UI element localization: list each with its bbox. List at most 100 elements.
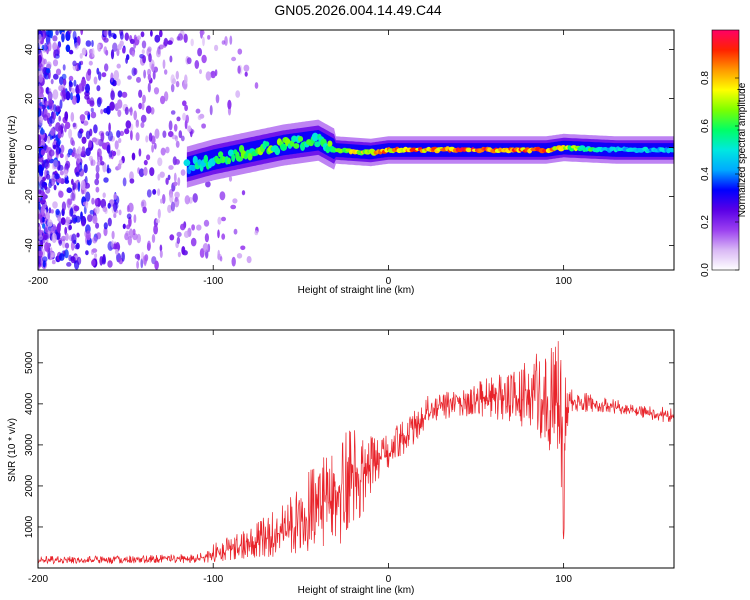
noise-speckle <box>168 131 174 138</box>
noise-speckle <box>40 110 45 117</box>
noise-speckle <box>199 69 202 75</box>
noise-speckle <box>94 138 101 146</box>
noise-speckle <box>87 214 93 223</box>
noise-speckle <box>67 198 73 206</box>
noise-speckle <box>180 223 186 231</box>
noise-speckle <box>116 78 121 86</box>
noise-speckle <box>106 144 111 154</box>
noise-speckle <box>42 260 46 268</box>
noise-speckle <box>142 255 148 265</box>
noise-speckle <box>65 160 71 169</box>
noise-speckle <box>147 240 151 251</box>
noise-speckle <box>39 179 45 190</box>
noise-speckle <box>146 189 152 198</box>
noise-speckle <box>96 97 102 108</box>
spectrogram-ridge <box>183 119 674 188</box>
noise-speckle <box>233 228 238 235</box>
noise-speckle <box>118 137 122 144</box>
noise-speckle <box>112 42 118 52</box>
noise-speckle <box>159 171 165 178</box>
noise-speckle <box>108 30 112 39</box>
noise-speckle <box>51 232 57 244</box>
ridge-core <box>247 152 253 161</box>
noise-speckle <box>66 187 73 194</box>
noise-speckle <box>45 211 50 222</box>
noise-speckle <box>174 159 180 165</box>
noise-speckle <box>48 207 52 214</box>
noise-speckle <box>71 95 78 105</box>
noise-speckle <box>91 259 96 267</box>
x-tick-label: 100 <box>555 276 572 287</box>
colorbar-label: Normalized spectral amplitude <box>737 82 748 217</box>
noise-speckle <box>56 223 61 233</box>
noise-speckle <box>131 152 136 161</box>
noise-speckle <box>173 123 178 132</box>
noise-speckle <box>183 33 188 43</box>
noise-speckle <box>219 255 223 262</box>
noise-speckle <box>151 63 155 72</box>
noise-speckle <box>152 70 156 80</box>
noise-speckle <box>42 114 49 121</box>
ridge-core <box>236 156 243 162</box>
noise-speckle <box>143 166 148 176</box>
noise-speckle <box>163 37 168 47</box>
x-tick-label: -100 <box>203 276 223 287</box>
noise-speckle <box>38 189 42 195</box>
noise-speckle <box>140 258 144 269</box>
noise-speckle <box>54 173 60 180</box>
noise-speckle <box>215 94 220 104</box>
noise-speckle <box>117 109 122 118</box>
noise-speckle <box>59 253 65 261</box>
noise-speckle <box>92 215 98 224</box>
noise-speckle <box>38 33 42 42</box>
noise-speckle <box>65 233 69 241</box>
noise-speckle <box>205 71 212 81</box>
noise-speckle <box>230 204 237 210</box>
noise-speckle <box>178 130 183 139</box>
noise-speckle <box>72 60 77 67</box>
noise-speckle <box>44 100 50 107</box>
noise-speckle <box>88 139 92 148</box>
noise-speckle <box>162 130 167 138</box>
noise-speckle <box>68 128 73 139</box>
colorbar-tick-label: 0.6 <box>700 119 711 133</box>
snr-plot-area <box>38 330 674 568</box>
noise-speckle <box>145 105 152 114</box>
noise-speckle <box>89 209 95 215</box>
noise-speckle <box>46 68 51 74</box>
noise-speckle <box>207 35 211 40</box>
noise-speckle <box>126 213 132 220</box>
noise-speckle <box>186 57 192 65</box>
noise-speckle <box>57 131 62 139</box>
noise-speckle <box>142 94 146 104</box>
noise-speckle <box>180 169 186 176</box>
noise-speckle <box>40 206 45 215</box>
ridge-core <box>203 154 209 164</box>
noise-speckle <box>81 136 87 144</box>
noise-speckle <box>183 230 190 238</box>
noise-speckle <box>132 228 136 236</box>
noise-speckle <box>81 221 86 227</box>
noise-speckle <box>108 122 111 133</box>
noise-speckle <box>77 130 83 139</box>
noise-speckle <box>191 224 196 231</box>
noise-speckle <box>217 229 220 239</box>
ridge-core <box>183 159 191 167</box>
noise-speckle <box>121 251 125 262</box>
noise-speckle <box>103 37 109 43</box>
noise-speckle <box>68 75 74 82</box>
spectrogram-frame <box>37 29 675 271</box>
noise-speckle <box>119 40 124 47</box>
noise-speckle <box>64 242 70 249</box>
noise-speckle <box>91 47 95 58</box>
noise-speckle <box>103 46 108 55</box>
noise-speckle <box>209 105 213 116</box>
noise-speckle <box>149 167 155 177</box>
noise-speckle <box>111 240 114 249</box>
noise-speckle <box>154 128 160 139</box>
noise-speckle <box>52 201 58 209</box>
noise-speckle <box>65 154 68 163</box>
noise-speckle <box>124 32 129 41</box>
ridge-core <box>293 143 300 149</box>
noise-speckle <box>64 121 71 130</box>
